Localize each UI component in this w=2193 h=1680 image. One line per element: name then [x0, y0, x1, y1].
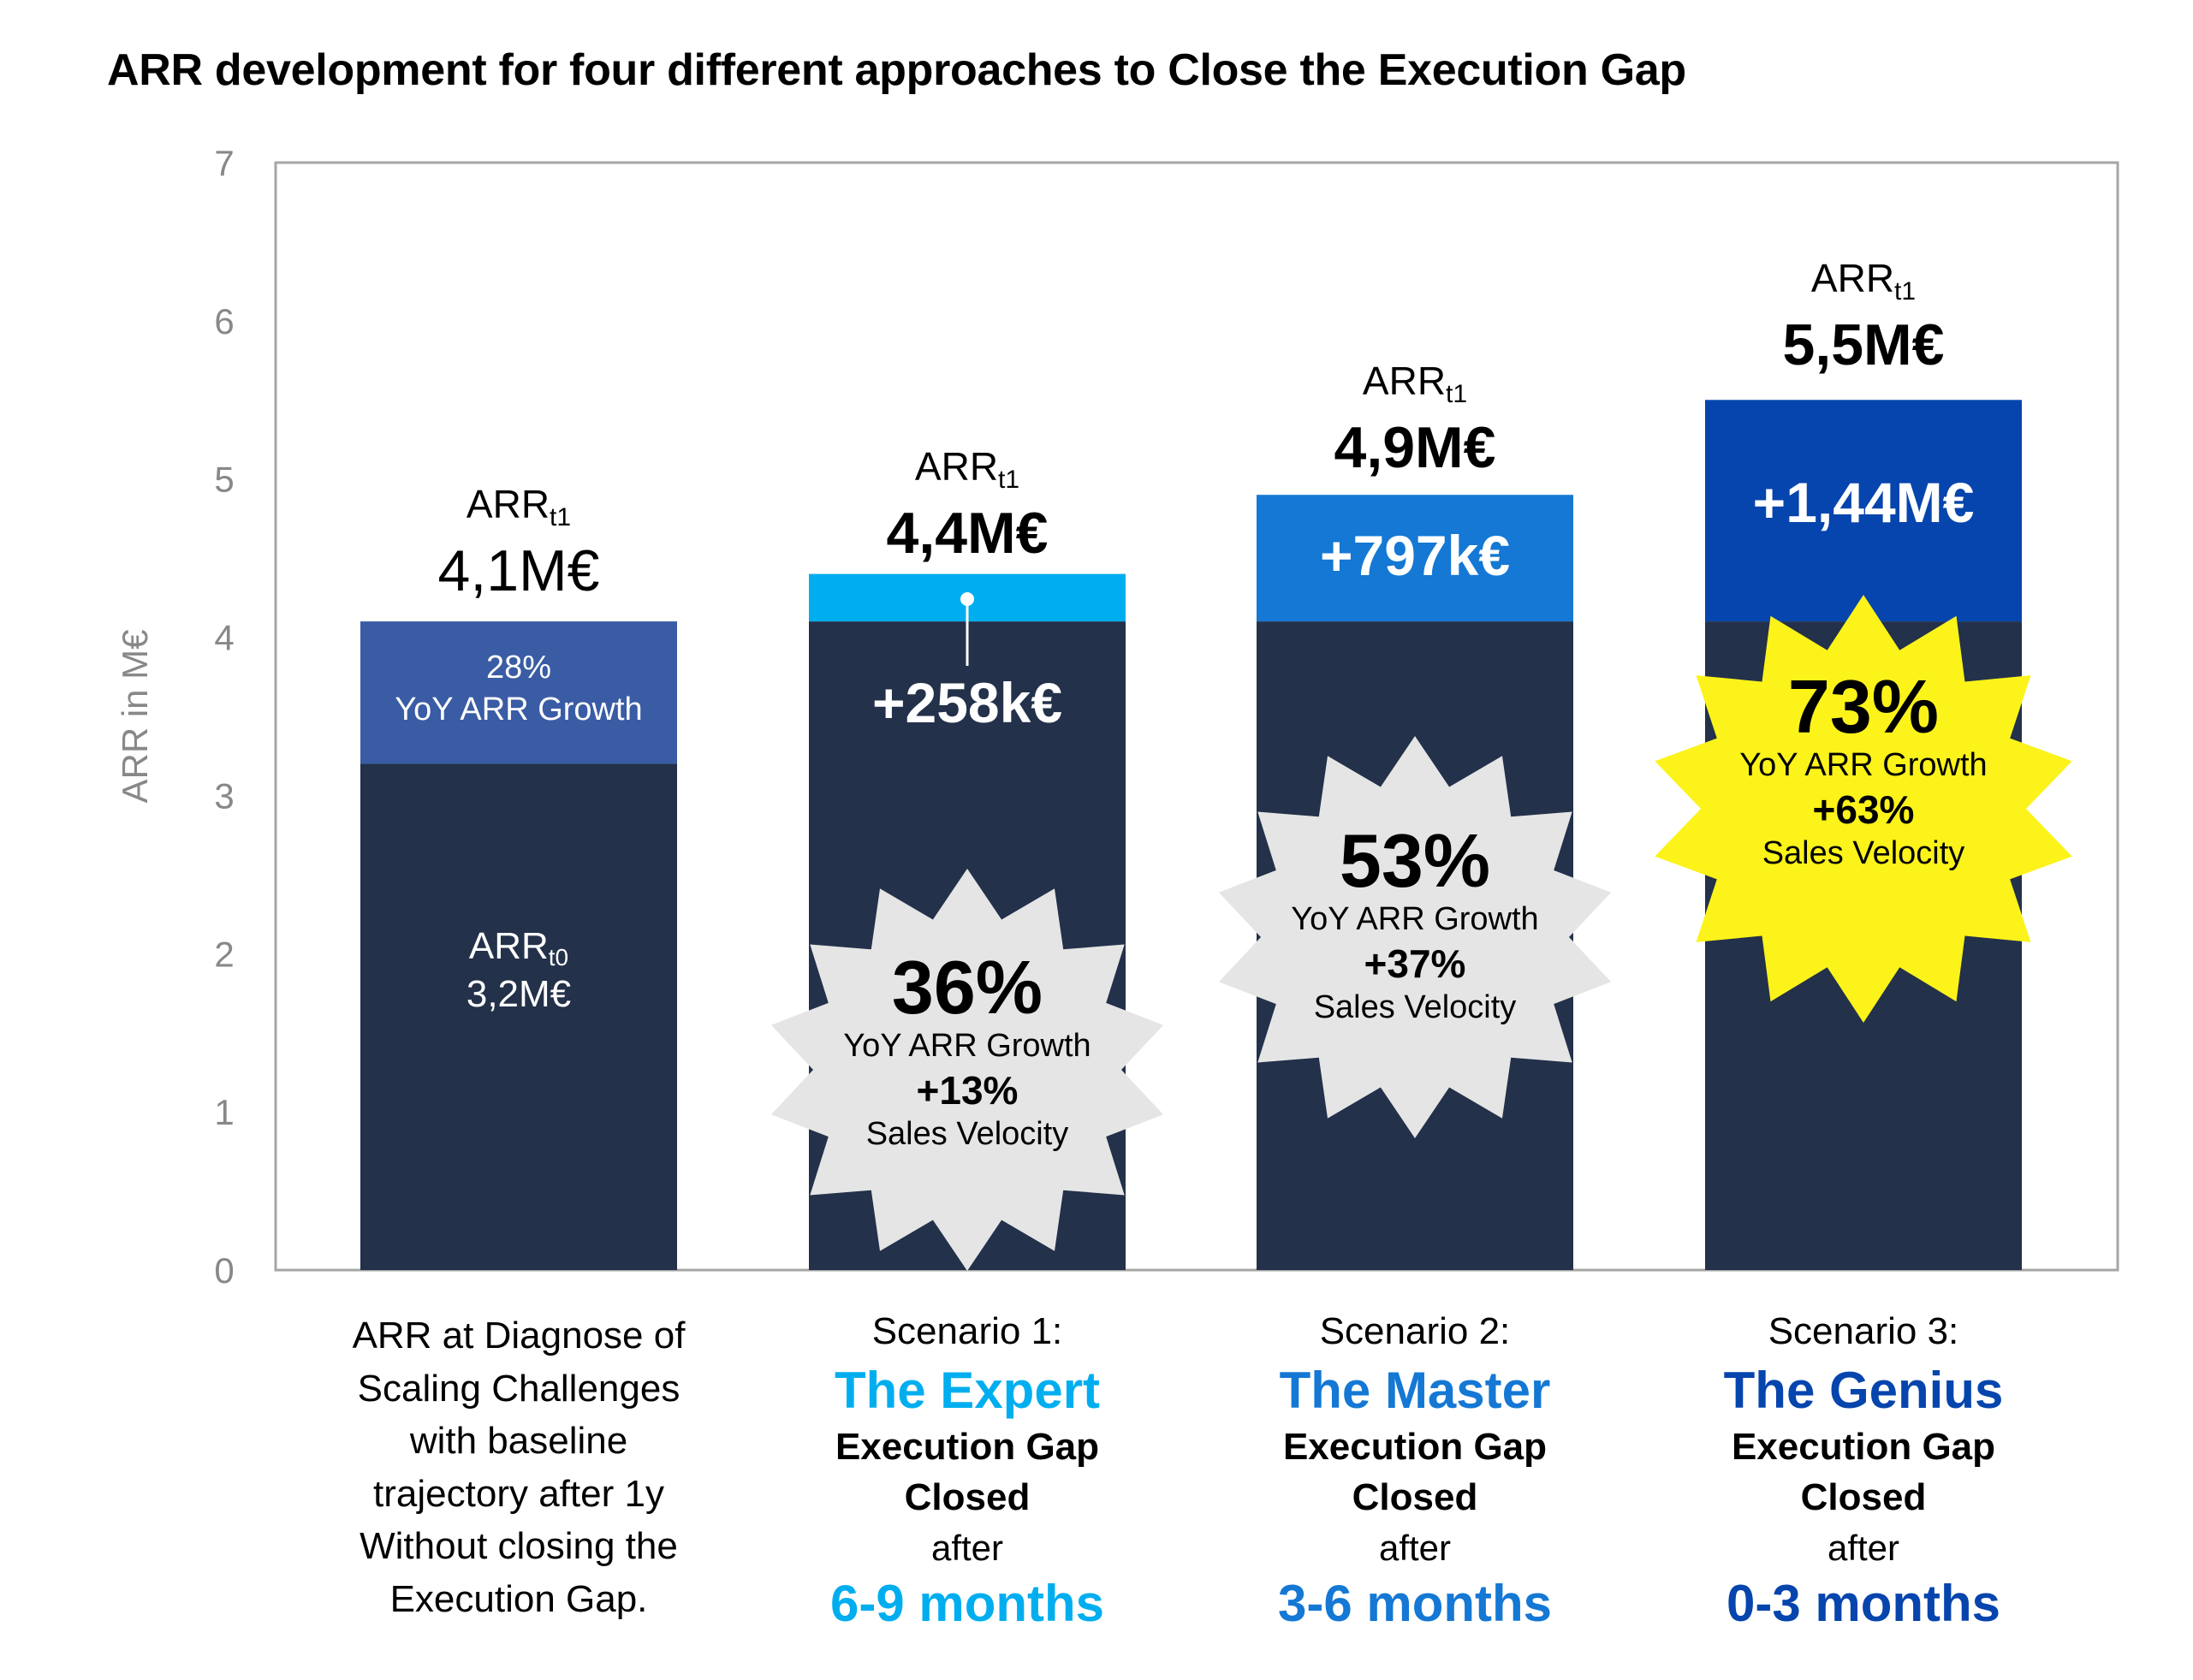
increment-label-expert: +258k€	[871, 671, 1063, 734]
bar-increment-segment	[1257, 495, 1573, 622]
scenario-name: The Expert	[834, 1361, 1101, 1419]
y-tick-label: 0	[214, 1250, 234, 1291]
increment-label-genius: +1,44M€	[1752, 471, 1975, 534]
plot-frame	[274, 161, 2119, 1272]
arr-t1-value: 4,1M€	[437, 538, 600, 603]
category-label-master: Scenario 2: The Master Execution Gap Clo…	[1192, 1309, 1637, 1635]
y-axis-label: ARR in M€	[115, 629, 155, 803]
scenario-name: The Genius	[1723, 1361, 2004, 1419]
bar-increment-segment	[360, 621, 677, 764]
starburst-badge	[1655, 595, 2072, 1023]
y-axis: 0 1 2 3 4 5 6 7 ARR in M€	[115, 143, 2119, 1291]
star-label-expert: 36% YoY ARR Growth +13% Sales Velocity	[843, 945, 1091, 1153]
y-tick-label: 6	[214, 301, 234, 341]
arr-t1-value: 4,9M€	[1334, 415, 1496, 480]
arr-t1-label: ARRt1	[1810, 256, 1917, 306]
bar-increment-segment	[1705, 400, 2022, 622]
category-label-baseline: ARR at Diagnose of Scaling Challenges wi…	[352, 1315, 686, 1620]
category-label-genius: Scenario 3: The Genius Execution Gap Clo…	[1641, 1309, 2086, 1635]
stars-group	[770, 595, 2072, 1271]
y-tick-label: 1	[214, 1092, 234, 1132]
baseline-arr-t0-label: ARRt0 3,2M€	[466, 925, 572, 1015]
y-tick-label: 2	[214, 934, 234, 974]
arr-t1-label: ARRt1	[466, 482, 572, 531]
scenario-duration: 0-3 months	[1726, 1575, 2001, 1633]
increment-label-master: +797k€	[1319, 524, 1511, 587]
arr-t1-value: 5,5M€	[1782, 312, 1945, 377]
baseline-growth-label: 28% YoY ARR Growth	[395, 650, 643, 728]
bar-top-label-baseline: ARRt1 4,1M€	[339, 481, 698, 607]
y-tick-label: 7	[214, 143, 234, 183]
star-label-genius: 73% YoY ARR Growth +63% Sales Velocity	[1739, 664, 1988, 872]
scenario-name: The Master	[1279, 1361, 1551, 1419]
chart-title: ARR development for four different appro…	[107, 45, 1686, 95]
scenario-duration: 3-6 months	[1277, 1575, 1553, 1633]
scenario-duration: 6-9 months	[829, 1575, 1105, 1633]
y-tick-label: 5	[214, 460, 234, 500]
bar-top-label-expert: ARRt1 4,4M€	[787, 443, 1147, 569]
category-label-expert: Scenario 1: The Expert Execution Gap Clo…	[745, 1309, 1190, 1635]
arr-t1-value: 4,4M€	[886, 501, 1049, 566]
star-label-master: 53% YoY ARR Growth +37% Sales Velocity	[1291, 818, 1539, 1026]
increment-pointer-dot	[960, 592, 974, 606]
y-tick-label: 3	[214, 775, 234, 816]
starburst-badge	[1218, 736, 1612, 1138]
starburst-badge	[770, 869, 1164, 1271]
bar-top-label-master: ARRt1 4,9M€	[1235, 358, 1595, 484]
arr-t1-label: ARRt1	[1362, 359, 1468, 408]
bar-top-label-genius: ARRt1 5,5M€	[1684, 255, 2043, 381]
arr-t1-label: ARRt1	[914, 444, 1020, 494]
bar-base-segment	[360, 763, 677, 1270]
y-tick-label: 4	[214, 618, 234, 658]
